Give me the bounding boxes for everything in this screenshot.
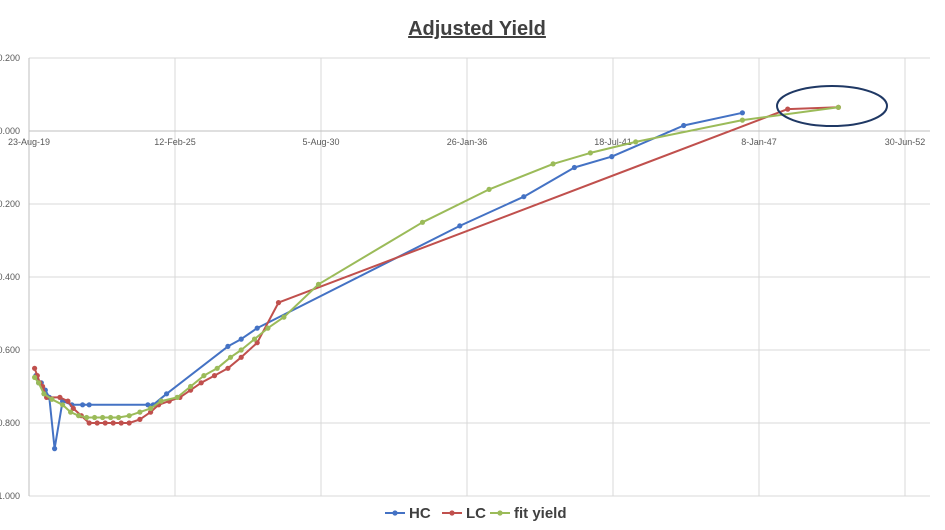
data-point: [571, 164, 578, 171]
data-point: [137, 416, 143, 422]
grid: [28, 57, 930, 497]
data-point: [275, 300, 282, 306]
data-point: [36, 380, 42, 386]
y-tick-label: -0.400: [0, 272, 20, 282]
legend: HC LC fit yield: [385, 505, 567, 522]
legend-swatch-marker: [392, 510, 398, 516]
data-point: [225, 365, 231, 371]
data-point: [108, 414, 114, 421]
data-point: [251, 336, 258, 342]
data-point: [148, 409, 154, 415]
data-point: [254, 325, 260, 331]
y-tick-label: -0.800: [0, 418, 20, 428]
y-tick-label: -1.000: [0, 491, 20, 501]
data-point: [211, 373, 218, 379]
data-point: [158, 398, 164, 404]
data-point: [265, 325, 271, 331]
data-point: [57, 394, 63, 400]
data-point: [238, 336, 244, 342]
data-point: [521, 194, 527, 200]
data-point: [110, 420, 116, 426]
data-point: [315, 281, 322, 287]
data-point: [188, 383, 194, 390]
data-point: [49, 396, 55, 402]
data-point: [86, 402, 92, 408]
data-point: [214, 365, 220, 371]
x-tick-label: 26-Jan-36: [447, 137, 488, 147]
x-tick-label: 18-Jul-41: [594, 137, 632, 147]
data-point: [137, 409, 143, 415]
x-tick-label: 5-Aug-30: [302, 137, 339, 147]
data-point: [76, 413, 82, 419]
data-point: [145, 402, 151, 408]
series-group: [33, 110, 746, 452]
data-point: [102, 420, 108, 426]
data-point: [126, 413, 132, 419]
highlight-ellipse: [776, 85, 888, 127]
data-point: [86, 420, 92, 426]
axes: 0.200 0.000 -0.200 -0.400 -0.600 -0.800 -1.000…: [0, 53, 930, 501]
legend-swatch-marker: [497, 510, 503, 516]
x-tick-label: 12-Feb-25: [154, 137, 196, 147]
data-point: [100, 414, 106, 421]
data-point: [80, 402, 86, 408]
data-point: [227, 354, 234, 360]
data-point: [60, 402, 66, 408]
data-point: [419, 219, 426, 225]
data-point: [70, 405, 76, 411]
series-line: [33, 106, 839, 424]
y-tick-label: -0.600: [0, 345, 20, 355]
data-point: [238, 347, 244, 353]
legend-label: LC: [466, 505, 486, 522]
data-point: [116, 414, 122, 421]
data-point: [739, 110, 746, 116]
data-point: [92, 414, 98, 421]
data-point: [31, 374, 38, 380]
y-tick-label: -0.200: [0, 199, 20, 209]
data-point: [486, 186, 492, 192]
data-point: [68, 409, 74, 415]
data-point: [835, 104, 842, 110]
data-point: [609, 154, 615, 160]
series-line: [33, 106, 839, 419]
x-tick-label: 8-Jan-47: [741, 137, 777, 147]
data-point: [198, 380, 204, 386]
data-point: [550, 161, 556, 167]
data-point: [254, 340, 260, 346]
data-point: [94, 420, 100, 426]
data-point: [238, 354, 244, 360]
data-point: [118, 420, 124, 426]
x-tick-label: 30-Jun-52: [885, 137, 926, 147]
data-point: [31, 365, 38, 371]
legend-swatch-marker: [449, 510, 455, 516]
data-point: [739, 117, 746, 123]
data-point: [164, 391, 170, 397]
series-group: [31, 104, 842, 421]
data-point: [84, 414, 90, 421]
series-layer: [31, 104, 842, 452]
data-point: [281, 314, 287, 320]
series-line: [34, 111, 743, 450]
series-group: [31, 104, 842, 426]
legend-label: HC: [409, 505, 431, 522]
data-point: [41, 391, 47, 397]
data-point: [587, 150, 594, 156]
chart-title: Adjusted Yield: [408, 18, 546, 40]
data-point: [126, 420, 132, 426]
data-point: [65, 398, 71, 404]
data-point: [225, 343, 231, 349]
data-point: [633, 139, 639, 145]
data-point: [681, 122, 687, 129]
data-point: [148, 405, 154, 411]
y-tick-label: 0.000: [0, 126, 20, 136]
legend-label: fit yield: [514, 505, 567, 522]
data-point: [201, 373, 207, 379]
y-tick-label: 0.200: [0, 53, 20, 63]
data-point: [785, 106, 791, 112]
data-point: [457, 223, 463, 229]
data-point: [52, 446, 58, 452]
data-point: [174, 394, 180, 400]
